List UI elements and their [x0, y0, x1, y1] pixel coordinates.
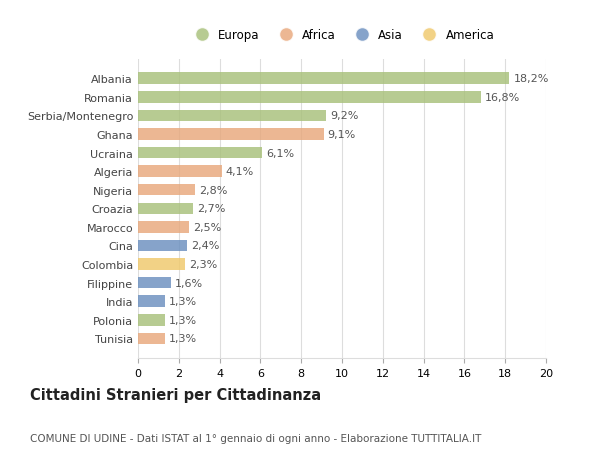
Text: 4,1%: 4,1% — [226, 167, 254, 177]
Bar — [138, 277, 170, 289]
Legend: Europa, Africa, Asia, America: Europa, Africa, Asia, America — [187, 27, 497, 45]
Bar — [138, 314, 164, 326]
Bar — [138, 110, 326, 122]
Text: 2,8%: 2,8% — [199, 185, 227, 195]
Text: 16,8%: 16,8% — [485, 93, 520, 102]
Text: 1,3%: 1,3% — [169, 334, 197, 344]
Text: 1,3%: 1,3% — [169, 315, 197, 325]
Bar — [138, 203, 193, 215]
Text: 2,4%: 2,4% — [191, 241, 220, 251]
Bar — [138, 147, 262, 159]
Text: 2,7%: 2,7% — [197, 204, 226, 214]
Text: 9,1%: 9,1% — [328, 129, 356, 140]
Bar — [138, 92, 481, 103]
Bar — [138, 240, 187, 252]
Text: 1,3%: 1,3% — [169, 297, 197, 307]
Text: 1,6%: 1,6% — [175, 278, 203, 288]
Text: COMUNE DI UDINE - Dati ISTAT al 1° gennaio di ogni anno - Elaborazione TUTTITALI: COMUNE DI UDINE - Dati ISTAT al 1° genna… — [30, 433, 481, 442]
Text: Cittadini Stranieri per Cittadinanza: Cittadini Stranieri per Cittadinanza — [30, 387, 321, 403]
Bar — [138, 296, 164, 308]
Bar — [138, 129, 323, 140]
Text: 6,1%: 6,1% — [266, 148, 295, 158]
Bar — [138, 73, 509, 85]
Text: 2,3%: 2,3% — [189, 259, 217, 269]
Text: 18,2%: 18,2% — [514, 74, 549, 84]
Bar — [138, 185, 195, 196]
Bar — [138, 166, 221, 178]
Text: 2,5%: 2,5% — [193, 223, 221, 232]
Bar — [138, 222, 189, 233]
Text: 9,2%: 9,2% — [330, 111, 358, 121]
Bar — [138, 333, 164, 344]
Bar — [138, 259, 185, 270]
